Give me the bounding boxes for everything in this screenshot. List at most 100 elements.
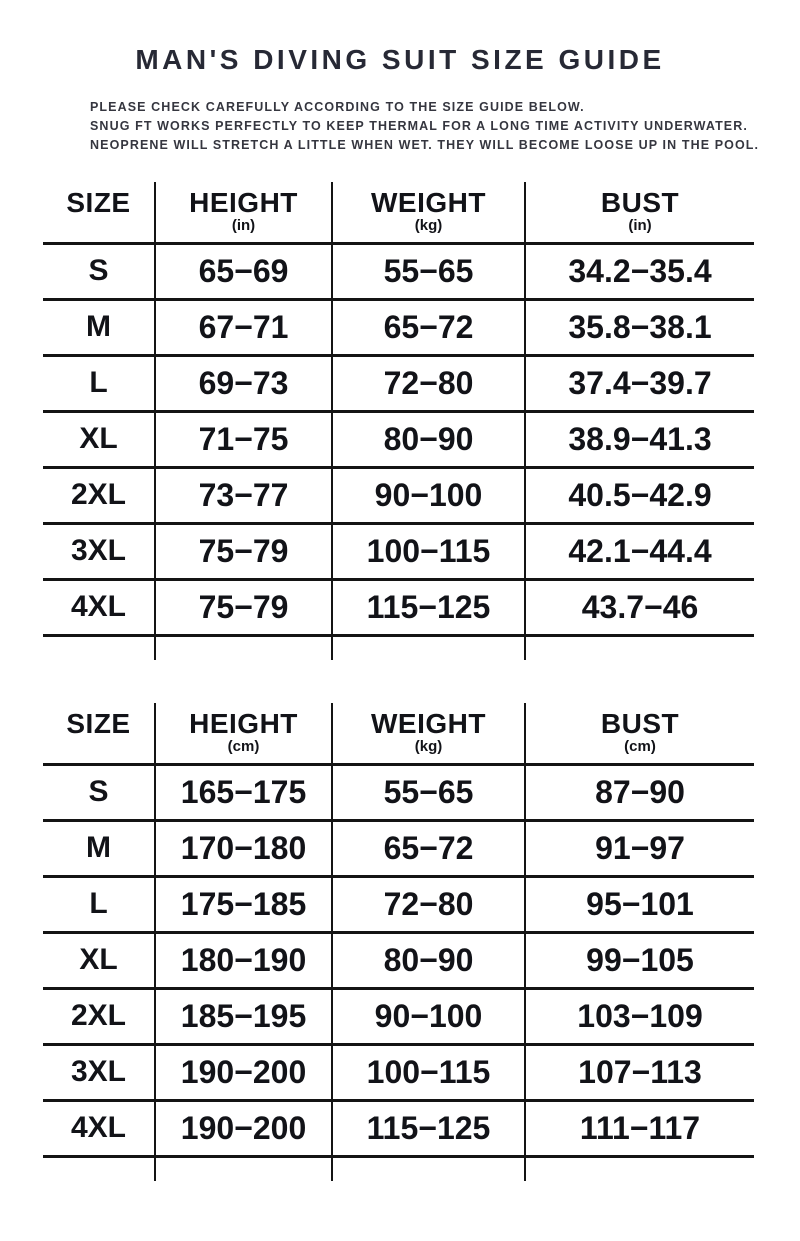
size-cell: 2XL	[43, 467, 155, 525]
size-cell: M	[43, 820, 155, 878]
stub-cell	[524, 1156, 754, 1181]
size-cell: L	[43, 876, 155, 934]
stub-cell	[43, 1156, 155, 1181]
column-header-bust: BUST (cm)	[524, 703, 754, 766]
column-header-height: HEIGHT (in)	[154, 182, 332, 245]
bust-cell: 95−101	[524, 876, 754, 934]
weight-cell: 100−115	[331, 1044, 525, 1102]
weight-cell: 90−100	[331, 467, 525, 525]
size-cell: 4XL	[43, 1100, 155, 1158]
height-cell: 75−79	[154, 579, 332, 637]
table-row: M 67−71 65−72 35.8−38.1	[43, 299, 754, 357]
weight-cell: 115−125	[331, 579, 525, 637]
height-cell: 190−200	[154, 1044, 332, 1102]
column-unit: (kg)	[414, 217, 443, 234]
height-cell: 67−71	[154, 299, 332, 357]
column-label: HEIGHT	[189, 708, 298, 739]
bust-cell: 37.4−39.7	[524, 355, 754, 413]
column-header-weight: WEIGHT (kg)	[331, 703, 525, 766]
size-cell: M	[43, 299, 155, 357]
size-cell: XL	[43, 411, 155, 469]
bust-cell: 42.1−44.4	[524, 523, 754, 581]
table-row: 3XL 75−79 100−115 42.1−44.4	[43, 523, 754, 581]
column-header-weight: WEIGHT (kg)	[331, 182, 525, 245]
weight-cell: 55−65	[331, 243, 525, 301]
bust-cell: 40.5−42.9	[524, 467, 754, 525]
height-cell: 75−79	[154, 523, 332, 581]
weight-cell: 65−72	[331, 299, 525, 357]
bust-cell: 111−117	[524, 1100, 754, 1158]
column-header-size: SIZE	[43, 182, 155, 245]
size-cell: 3XL	[43, 1044, 155, 1102]
height-cell: 73−77	[154, 467, 332, 525]
table-row: S 65−69 55−65 34.2−35.4	[43, 243, 754, 301]
column-unit: (in)	[628, 217, 652, 234]
weight-cell: 100−115	[331, 523, 525, 581]
column-label: HEIGHT	[189, 187, 298, 218]
column-unit: (cm)	[227, 738, 260, 755]
size-table-cm: SIZE HEIGHT (cm) WEIGHT (kg) BUST (cm)	[43, 703, 754, 1181]
bust-cell: 38.9−41.3	[524, 411, 754, 469]
stub-cell	[154, 635, 332, 660]
stub-cell	[154, 1156, 332, 1181]
header-row: SIZE HEIGHT (in) WEIGHT (kg) BUST (in)	[43, 182, 754, 245]
stub-cell	[43, 635, 155, 660]
size-table-inches: SIZE HEIGHT (in) WEIGHT (kg) BUST (in)	[43, 182, 754, 660]
bust-cell: 99−105	[524, 932, 754, 990]
column-label: BUST	[600, 187, 680, 218]
bust-cell: 43.7−46	[524, 579, 754, 637]
table-row: L 69−73 72−80 37.4−39.7	[43, 355, 754, 413]
weight-cell: 72−80	[331, 876, 525, 934]
size-cell: L	[43, 355, 155, 413]
table-row: M 170−180 65−72 91−97	[43, 820, 754, 878]
height-cell: 65−69	[154, 243, 332, 301]
page-title: MAN'S DIVING SUIT SIZE GUIDE	[135, 44, 665, 75]
bust-cell: 34.2−35.4	[524, 243, 754, 301]
stub-row	[43, 635, 754, 660]
table-row: L 175−185 72−80 95−101	[43, 876, 754, 934]
bust-cell: 91−97	[524, 820, 754, 878]
note-line: SNUG FT WORKS PERFECTLY TO KEEP THERMAL …	[90, 119, 748, 133]
bust-cell: 87−90	[524, 764, 754, 822]
column-unit: (in)	[231, 217, 256, 234]
note-line: PLEASE CHECK CAREFULLY ACCORDING TO THE …	[90, 100, 585, 114]
weight-cell: 80−90	[331, 932, 525, 990]
note-line: NEOPRENE WILL STRETCH A LITTLE WHEN WET.…	[90, 138, 760, 152]
weight-cell: 55−65	[331, 764, 525, 822]
stub-cell	[524, 635, 754, 660]
height-cell: 165−175	[154, 764, 332, 822]
size-cell: 3XL	[43, 523, 155, 581]
height-cell: 69−73	[154, 355, 332, 413]
table-row: S 165−175 55−65 87−90	[43, 764, 754, 822]
height-cell: 190−200	[154, 1100, 332, 1158]
height-cell: 170−180	[154, 820, 332, 878]
stub-cell	[331, 1156, 525, 1181]
column-unit	[43, 739, 154, 755]
size-guide-notes: PLEASE CHECK CAREFULLY ACCORDING TO THE …	[90, 98, 800, 155]
column-header-bust: BUST (in)	[524, 182, 754, 245]
column-unit: (kg)	[414, 738, 443, 755]
column-label: WEIGHT	[371, 708, 486, 739]
column-label: WEIGHT	[371, 187, 486, 218]
stub-row	[43, 1156, 754, 1181]
bust-cell: 103−109	[524, 988, 754, 1046]
weight-cell: 72−80	[331, 355, 525, 413]
column-label: SIZE	[66, 187, 131, 218]
size-cell: S	[43, 243, 155, 301]
height-cell: 180−190	[154, 932, 332, 990]
column-unit: (cm)	[624, 738, 656, 755]
weight-cell: 80−90	[331, 411, 525, 469]
height-cell: 71−75	[154, 411, 332, 469]
height-cell: 185−195	[154, 988, 332, 1046]
column-header-height: HEIGHT (cm)	[154, 703, 332, 766]
column-unit	[43, 218, 154, 234]
table-row: XL 180−190 80−90 99−105	[43, 932, 754, 990]
weight-cell: 65−72	[331, 820, 525, 878]
column-header-size: SIZE	[43, 703, 155, 766]
size-cell: 2XL	[43, 988, 155, 1046]
table-row: 2XL 185−195 90−100 103−109	[43, 988, 754, 1046]
size-cell: XL	[43, 932, 155, 990]
table-row: 4XL 75−79 115−125 43.7−46	[43, 579, 754, 637]
bust-cell: 35.8−38.1	[524, 299, 754, 357]
